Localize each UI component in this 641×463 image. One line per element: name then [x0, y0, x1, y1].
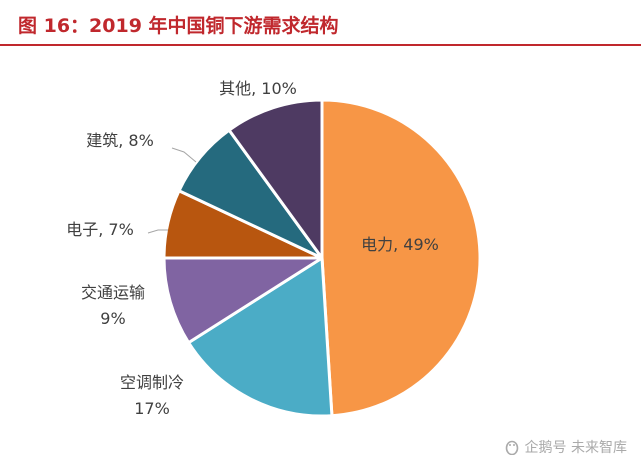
watermark-text: 企鹅号 未来智库: [524, 440, 627, 456]
penguin-icon: [505, 440, 518, 455]
slice-label-1: 电力, 49%: [361, 235, 439, 254]
slice-label-4: 电子, 7%: [66, 220, 134, 239]
chart-title: 图 16：2019 年中国铜下游需求结构: [18, 15, 339, 37]
slice-label-3-line-2: 9%: [100, 309, 125, 328]
pie-slice-6: [227, 98, 324, 260]
title-underline: [0, 44, 641, 46]
leader-line-4: [147, 229, 168, 234]
watermark: 企鹅号 未来智库: [505, 437, 627, 457]
slice-label-3-line-1: 交通运输: [81, 283, 145, 302]
pie-slice-1: [320, 98, 482, 418]
slice-label-2-line-2: 17%: [134, 399, 170, 418]
slice-label-6: 其他, 10%: [219, 79, 297, 98]
slice-label-2-line-1: 空调制冷: [120, 373, 184, 392]
leader-line-5: [171, 147, 197, 163]
pie-slice-3: [162, 256, 324, 345]
slice-label-5: 建筑, 8%: [86, 131, 154, 150]
pie-slice-2: [187, 256, 334, 418]
